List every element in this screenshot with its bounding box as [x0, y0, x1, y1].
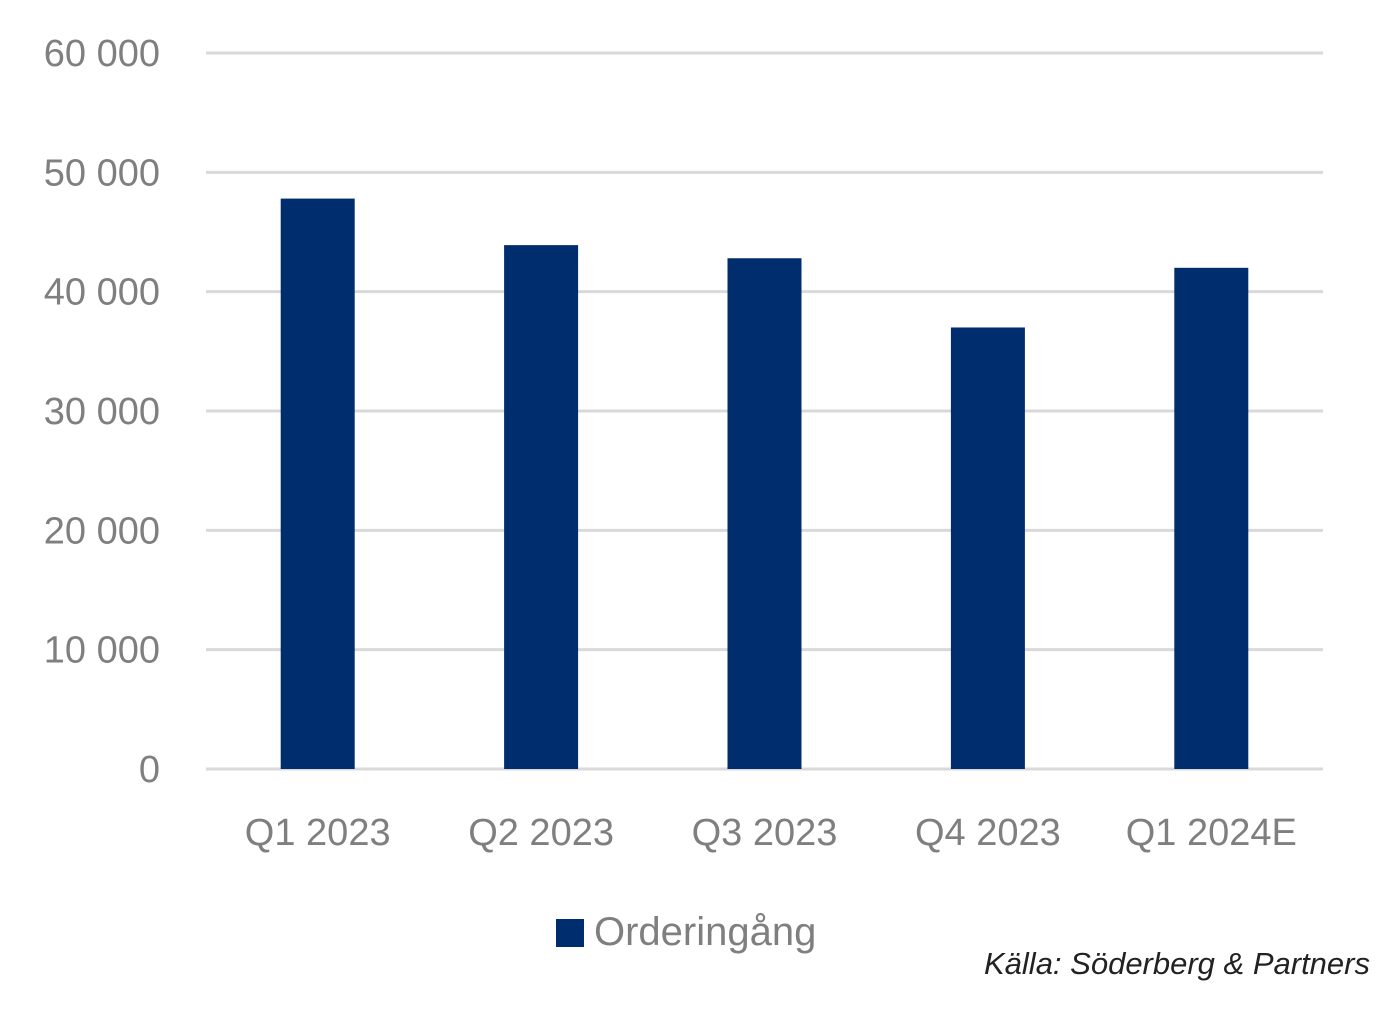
- y-axis-tick-labels: 0 10 000 20 000 30 000 40 000 50 000 60 000: [44, 33, 160, 791]
- y-tick-label: 50 000: [44, 152, 160, 194]
- legend-label: Orderingång: [594, 910, 817, 954]
- y-tick-label: 10 000: [44, 630, 160, 672]
- bar: [1174, 267, 1249, 769]
- bar: [280, 198, 355, 769]
- y-tick-label: 40 000: [44, 272, 160, 314]
- legend-swatch: [556, 918, 584, 947]
- x-tick-label: Q2 2023: [468, 812, 614, 854]
- x-axis-tick-labels: Q1 2023 Q2 2023 Q3 2023 Q4 2023 Q1 2024E: [245, 812, 1297, 854]
- bar: [504, 245, 579, 770]
- y-tick-label: 30 000: [44, 391, 160, 433]
- x-tick-label: Q1 2024E: [1126, 812, 1297, 854]
- y-tick-label: 0: [139, 749, 160, 791]
- x-tick-label: Q3 2023: [692, 812, 838, 854]
- bar: [950, 327, 1025, 769]
- source-note: Källa: Söderberg & Partners: [984, 946, 1370, 981]
- bar-chart: 0 10 000 20 000 30 000 40 000 50 000 60 000 Q1…: [44, 33, 1323, 854]
- bars: [280, 198, 1249, 770]
- x-tick-label: Q1 2023: [245, 812, 391, 854]
- bar: [727, 258, 802, 769]
- x-tick-label: Q4 2023: [915, 812, 1061, 854]
- legend: Orderingång: [556, 910, 816, 955]
- y-tick-label: 20 000: [44, 510, 160, 552]
- y-tick-label: 60 000: [44, 33, 160, 75]
